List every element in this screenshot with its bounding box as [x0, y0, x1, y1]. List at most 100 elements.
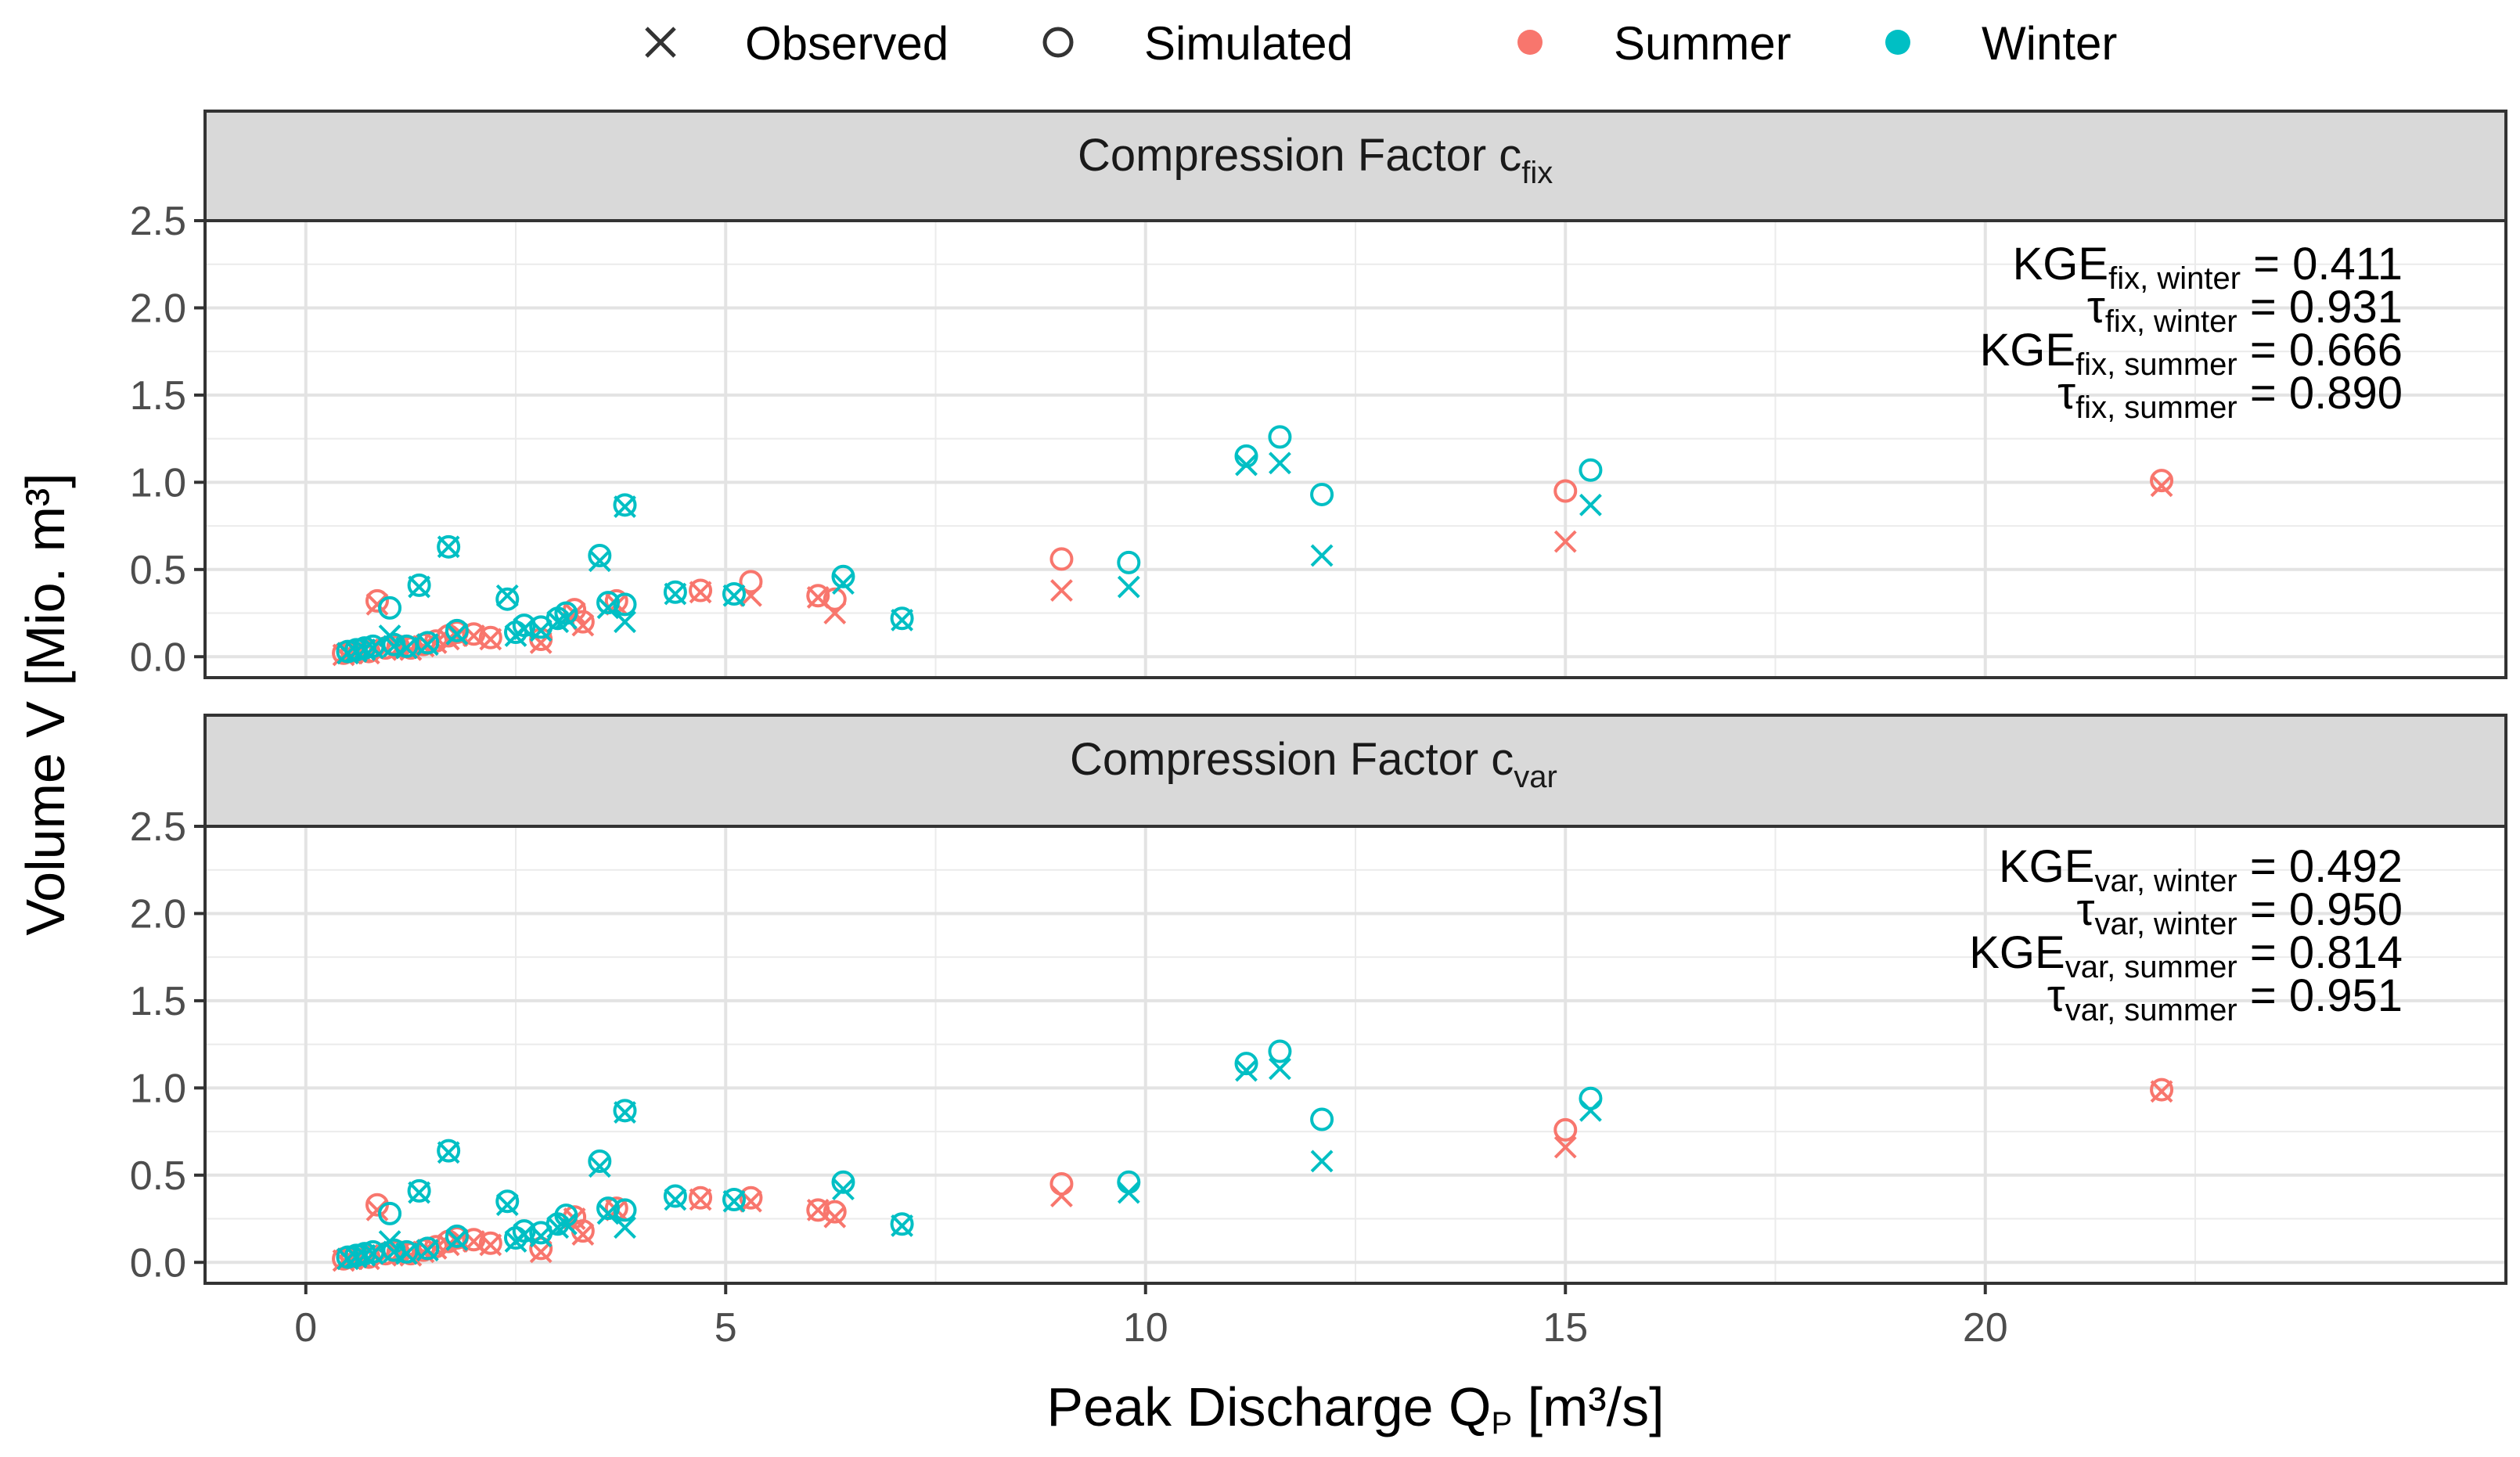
point-observed-winter: [614, 495, 636, 518]
point-observed-winter: [588, 549, 611, 573]
stat-tau-var-summer: τvar, summer = 0.951: [2047, 970, 2403, 1027]
point-simulated-summer: [823, 587, 847, 611]
point-simulated-summer: [689, 578, 713, 603]
point-observed-winter: [495, 1193, 519, 1217]
y-tick-label: 2.5: [130, 199, 186, 244]
points-var: [332, 1039, 2174, 1272]
point-observed-winter: [445, 1228, 469, 1251]
legend-label-winter: Winter: [1982, 17, 2117, 70]
legend-winter-key: [1885, 30, 1910, 55]
x-axis: 0 5 10 15 20: [294, 1283, 2008, 1351]
point-simulated-summer: [806, 584, 830, 608]
point-observed-summer: [1553, 530, 1577, 553]
point-simulated-winter: [1234, 1052, 1258, 1076]
strip-label-var: Compression Factor cvar: [1070, 734, 1557, 794]
point-simulated-winter: [495, 587, 520, 611]
y-tick-label: 0.0: [130, 635, 186, 680]
point-observed-summer: [1050, 1185, 1073, 1207]
point-observed-winter: [445, 622, 469, 646]
point-simulated-winter: [588, 1149, 612, 1173]
point-simulated-winter: [445, 618, 469, 642]
point-observed-winter: [1235, 1059, 1258, 1082]
point-observed-winter: [832, 1178, 855, 1201]
point-observed-winter: [408, 1181, 431, 1204]
point-simulated-winter: [437, 534, 461, 559]
point-simulated-summer: [823, 1200, 847, 1224]
point-observed-summer: [479, 1233, 502, 1257]
strip-var: [203, 714, 2507, 828]
point-simulated-summer: [365, 588, 389, 613]
y-tick-label: 2.0: [130, 286, 186, 331]
point-observed-winter: [891, 1214, 913, 1237]
stat-tau-var-winter: τvar, winter = 0.950: [2077, 884, 2403, 941]
y-axis-title: Volume V [Mio. m³]: [15, 473, 76, 935]
point-observed-summer: [823, 1205, 847, 1229]
point-observed-summer: [823, 602, 847, 624]
point-simulated-winter: [554, 601, 578, 625]
legend-label-summer: Summer: [1614, 17, 1791, 70]
y-axis-var: 0.0 0.5 1.0 1.5 2.0 2.5: [130, 804, 205, 1286]
point-observed-summer: [571, 1223, 595, 1247]
point-observed-summer: [806, 1198, 830, 1221]
point-simulated-winter: [495, 1189, 520, 1214]
point-observed-summer: [1050, 579, 1073, 602]
point-observed-winter: [1579, 493, 1602, 516]
point-observed-winter: [554, 606, 578, 630]
point-observed-winter: [1117, 575, 1140, 599]
panel-border-var: [203, 825, 2507, 1285]
point-observed-winter: [588, 1155, 611, 1178]
point-observed-winter: [1310, 544, 1334, 567]
legend-observed-key: [645, 27, 676, 58]
point-simulated-winter: [416, 1236, 440, 1261]
point-simulated-summer: [689, 1185, 713, 1210]
point-simulated-winter: [1310, 1107, 1334, 1131]
point-observed-winter: [1235, 453, 1258, 477]
legend-simulated-key: [1042, 27, 1074, 58]
stat-tau-fix-summer: τfix, summer = 0.890: [2057, 368, 2403, 425]
point-simulated-summer: [1049, 547, 1074, 571]
strip-fix: [203, 110, 2507, 222]
point-simulated-summer: [1553, 479, 1578, 503]
point-simulated-summer: [1553, 1117, 1578, 1142]
point-simulated-winter: [663, 580, 687, 604]
point-observed-winter: [596, 1202, 620, 1225]
strip-label-fix: Compression Factor cfix: [1078, 130, 1553, 190]
point-observed-winter: [832, 572, 855, 595]
point-simulated-winter: [663, 1184, 687, 1208]
point-observed-winter: [614, 1101, 636, 1124]
point-simulated-winter: [1310, 482, 1334, 506]
point-observed-winter: [1310, 1149, 1334, 1173]
point-observed-winter: [664, 582, 687, 606]
point-observed-summer: [424, 631, 448, 654]
point-observed-winter: [529, 1225, 553, 1248]
point-observed-winter: [1117, 1181, 1140, 1204]
point-simulated-winter: [613, 1099, 637, 1123]
point-observed-winter: [416, 633, 439, 657]
point-simulated-winter: [722, 1188, 746, 1212]
y-tick-label: 1.0: [130, 1066, 186, 1111]
point-observed-winter: [395, 1242, 418, 1265]
point-observed-summer: [365, 592, 389, 616]
point-observed-winter: [362, 636, 385, 660]
stats-var: KGEvar, winter = 0.492 τvar, winter = 0.…: [1969, 841, 2403, 1027]
point-observed-winter: [1269, 451, 1291, 475]
point-observed-winter: [362, 1242, 385, 1265]
point-observed-summer: [1553, 1135, 1577, 1159]
point-observed-winter: [529, 619, 553, 642]
point-observed-winter: [353, 638, 376, 661]
point-observed-winter: [1269, 1057, 1291, 1081]
point-observed-summer: [689, 1188, 712, 1211]
y-tick-label: 1.5: [130, 373, 186, 419]
legend-label-simulated: Simulated: [1144, 17, 1353, 70]
point-simulated-summer: [2150, 469, 2174, 493]
point-simulated-winter: [445, 1224, 469, 1248]
y-axis-fix: 0.0 0.5 1.0 1.5 2.0 2.5: [130, 199, 205, 680]
point-simulated-winter: [596, 591, 621, 615]
point-observed-winter: [614, 610, 636, 634]
point-observed-winter: [722, 1189, 746, 1213]
panel-var: Compression Factor cvar 0.0 0.5 1.0 1.5 2.0 2…: [130, 714, 2507, 1286]
x-tick-label: 5: [715, 1305, 737, 1351]
point-simulated-summer: [2150, 1077, 2174, 1102]
point-simulated-winter: [1117, 550, 1141, 574]
point-simulated-winter: [1268, 1039, 1292, 1063]
